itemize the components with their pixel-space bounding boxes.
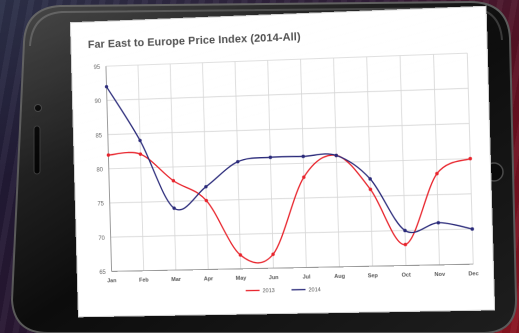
gridline-horizontal (108, 123, 469, 134)
y-tick-label: 85 (95, 133, 102, 139)
speaker-icon (34, 126, 40, 174)
x-tick-label: Jul (303, 274, 312, 280)
gridline-horizontal (106, 53, 467, 66)
x-tick-label: Dec (468, 271, 479, 277)
x-tick-label: May (236, 276, 247, 282)
legend-label-2013: 2013 (263, 288, 275, 294)
data-point-2014 (437, 221, 441, 225)
x-tick-label: Jun (269, 275, 279, 281)
x-axis (112, 264, 474, 271)
data-point-2014 (269, 156, 272, 159)
x-tick-label: Feb (139, 278, 149, 284)
line-chart: 65 70 75 80 85 90 95 Jan Feb Mar Apr May Jun Jul Aug Se… (70, 6, 495, 318)
gridline-horizontal (110, 194, 472, 203)
x-tick-label: Aug (334, 274, 345, 280)
phone-screen: Far East to Europe Price Index (2014-All… (70, 6, 495, 318)
x-tick-label: Apr (204, 276, 214, 282)
x-tick-label: Nov (434, 272, 445, 278)
y-tick-label: 70 (98, 236, 105, 242)
x-tick-label: Jan (107, 278, 116, 284)
camera-icon (35, 105, 42, 112)
data-point-2014 (335, 154, 339, 158)
y-tick-label: 90 (95, 99, 102, 105)
y-tick-label: 95 (94, 65, 101, 71)
x-tick-label: Oct (402, 272, 412, 278)
y-tick-label: 75 (97, 202, 104, 208)
y-tick-label: 80 (96, 167, 103, 173)
gridline-horizontal (111, 229, 473, 237)
x-tick-label: Mar (171, 277, 182, 283)
x-tick-label: Sep (368, 273, 379, 279)
data-point-2013 (468, 157, 472, 161)
y-tick-label: 65 (99, 270, 106, 276)
legend-label-2014: 2014 (308, 287, 320, 293)
data-point-2013 (107, 153, 110, 156)
data-point-2014 (301, 155, 304, 159)
gridline-horizontal (107, 88, 468, 100)
series-line-2013 (108, 142, 473, 265)
gridline-horizontal (109, 159, 470, 169)
data-point-2014 (470, 227, 474, 231)
